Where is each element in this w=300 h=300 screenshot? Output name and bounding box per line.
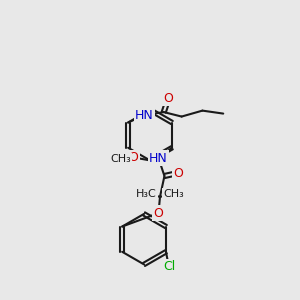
Text: O: O [173, 167, 183, 179]
Text: Cl: Cl [163, 260, 175, 273]
Text: CH₃: CH₃ [163, 189, 184, 200]
Text: H₃C: H₃C [136, 189, 157, 199]
Text: HN: HN [135, 109, 154, 122]
Text: HN: HN [149, 152, 168, 165]
Text: O: O [154, 207, 164, 220]
Text: O: O [163, 92, 173, 105]
Text: CH₃: CH₃ [110, 154, 131, 164]
Text: O: O [129, 151, 139, 164]
